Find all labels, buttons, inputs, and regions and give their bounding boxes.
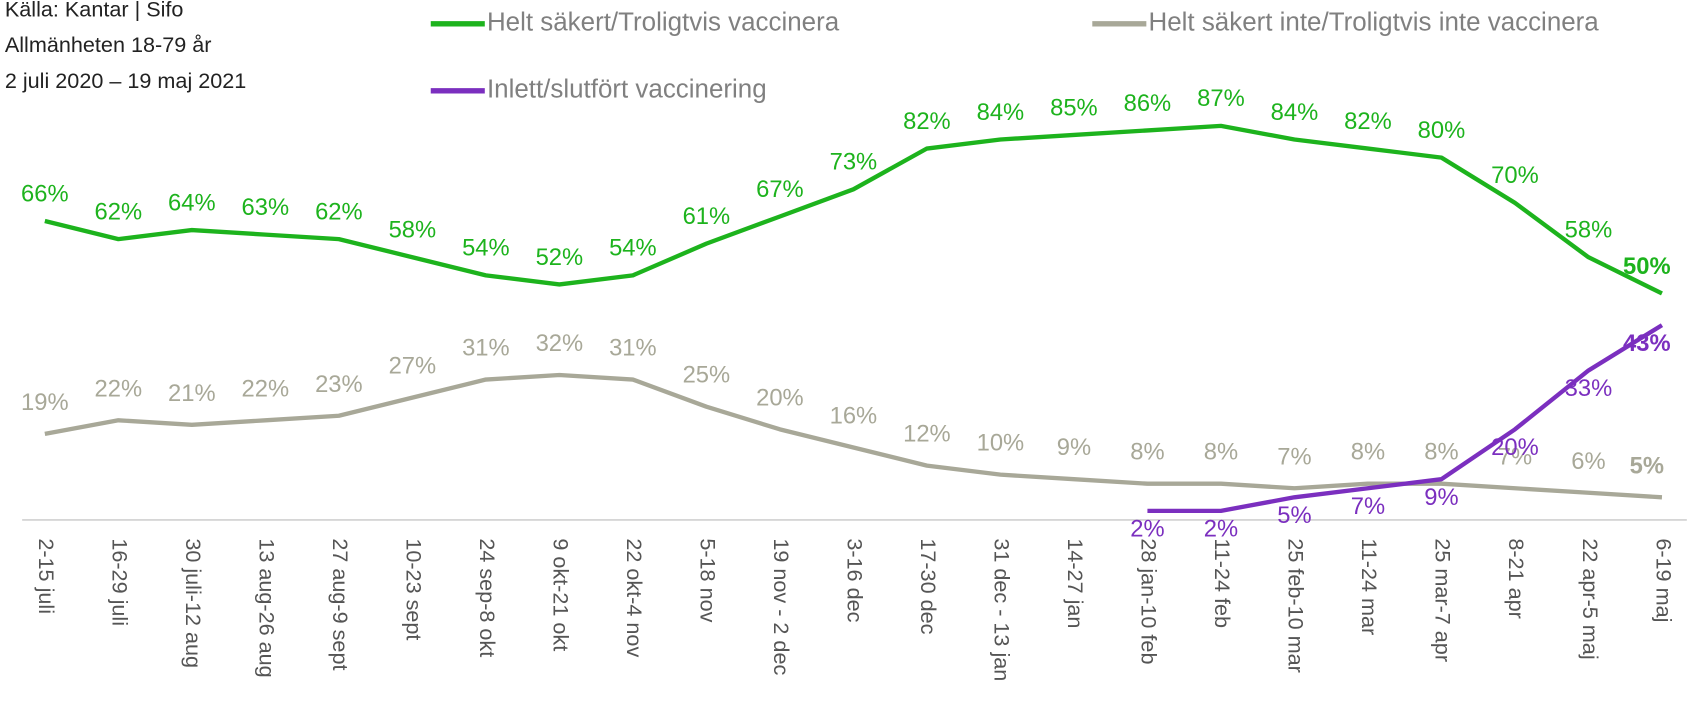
note: Allmänheten 18-79 år: [5, 32, 212, 57]
data-label: 54%: [462, 235, 510, 262]
data-label: 23%: [315, 371, 363, 398]
data-label: 8%: [1424, 439, 1458, 466]
x-tick-label: 17-30 dec: [916, 538, 941, 634]
data-label: 5%: [1277, 502, 1311, 529]
data-label: 7%: [1498, 443, 1532, 470]
data-label: 86%: [1124, 90, 1172, 117]
data-label: 2%: [1130, 516, 1164, 543]
x-tick-label: 31 dec - 13 jan: [990, 538, 1015, 681]
data-label: 27%: [389, 353, 437, 380]
data-label: 9%: [1424, 484, 1458, 511]
data-label: 22%: [95, 375, 143, 402]
data-label: 58%: [1565, 217, 1613, 244]
x-tick-label: 16-29 juli: [108, 538, 133, 626]
x-tick-label: 28 jan-10 feb: [1137, 538, 1162, 664]
x-tick-label: 6-19 maj: [1651, 538, 1676, 622]
data-label: 87%: [1197, 85, 1245, 112]
data-label: 20%: [1491, 434, 1539, 461]
data-label: 20%: [756, 384, 804, 411]
data-label: 66%: [21, 180, 69, 207]
x-tick-label: 27 aug-9 sept: [328, 538, 353, 670]
x-tick-label: 9 okt-21 okt: [549, 538, 574, 651]
x-tick-label: 13 aug-26 aug: [255, 538, 280, 677]
data-label: 80%: [1418, 117, 1466, 144]
legend-label: Inlett/slutfört vaccinering: [487, 76, 767, 104]
x-tick-label: 30 juli-12 aug: [181, 538, 206, 668]
x-tick-label: 14-27 jan: [1063, 538, 1088, 628]
series-line: [1147, 323, 1664, 514]
x-tick-label: 19 nov - 2 dec: [769, 538, 794, 675]
data-label: 32%: [536, 330, 584, 357]
legend-label: Helt säkert inte/Troligtvis inte vaccine…: [1149, 9, 1600, 37]
data-label: 82%: [903, 108, 951, 135]
x-tick-label: 25 feb-10 mar: [1284, 538, 1309, 673]
data-label: 7%: [1351, 493, 1385, 520]
x-tick-label: 3-16 dec: [843, 538, 868, 622]
data-label: 52%: [536, 244, 584, 271]
data-label: 70%: [1491, 162, 1539, 189]
data-label: 62%: [95, 198, 143, 225]
data-label: 8%: [1130, 439, 1164, 466]
data-label: 61%: [683, 203, 731, 230]
data-label: 63%: [242, 194, 290, 221]
x-tick-label: 11-24 mar: [1357, 538, 1382, 635]
data-label: 5%: [1630, 452, 1664, 479]
data-label: 21%: [168, 380, 216, 407]
data-label: 8%: [1351, 439, 1385, 466]
data-label: 84%: [977, 99, 1025, 126]
data-label: 19%: [21, 389, 69, 416]
data-label: 33%: [1565, 375, 1613, 402]
x-tick-label: 2-15 juli: [34, 538, 59, 614]
data-label: 16%: [830, 402, 878, 429]
data-label: 9%: [1057, 434, 1091, 461]
data-label: 62%: [315, 198, 363, 225]
data-label: 31%: [462, 335, 510, 362]
x-tick-label: 8-21 apr: [1504, 538, 1529, 619]
series-line: [44, 123, 1663, 296]
x-tick-label: 5-18 nov: [696, 538, 721, 622]
note: Källa: Kantar | Sifo: [5, 0, 184, 22]
data-label: 10%: [977, 430, 1025, 457]
data-label: 82%: [1344, 108, 1392, 135]
data-label: 50%: [1623, 253, 1671, 280]
data-label: 8%: [1204, 439, 1238, 466]
data-label: 73%: [830, 149, 878, 176]
data-label: 58%: [389, 217, 437, 244]
x-tick-label: 11-24 feb: [1210, 538, 1235, 628]
x-tick-label: 22 okt-4 nov: [622, 538, 647, 657]
data-label: 6%: [1571, 448, 1605, 475]
legend-label: Helt säkert/Troligtvis vaccinera: [487, 9, 840, 37]
data-label: 22%: [242, 375, 290, 402]
data-label: 7%: [1277, 443, 1311, 470]
x-tick-label: 24 sep-8 okt: [475, 538, 500, 657]
data-label: 31%: [609, 335, 657, 362]
data-label: 12%: [903, 421, 951, 448]
data-label: 2%: [1204, 516, 1238, 543]
data-label: 25%: [683, 362, 731, 389]
data-label: 85%: [1050, 94, 1098, 121]
x-tick-label: 22 apr-5 maj: [1578, 538, 1603, 659]
data-label: 64%: [168, 189, 216, 216]
data-label: 54%: [609, 235, 657, 262]
data-label: 67%: [756, 176, 804, 203]
data-label: 43%: [1623, 330, 1671, 357]
x-tick-label: 25 mar-7 apr: [1431, 538, 1456, 662]
note: 2 juli 2020 – 19 maj 2021: [5, 68, 246, 93]
x-tick-label: 10-23 sept: [402, 538, 427, 640]
data-label: 84%: [1271, 99, 1319, 126]
